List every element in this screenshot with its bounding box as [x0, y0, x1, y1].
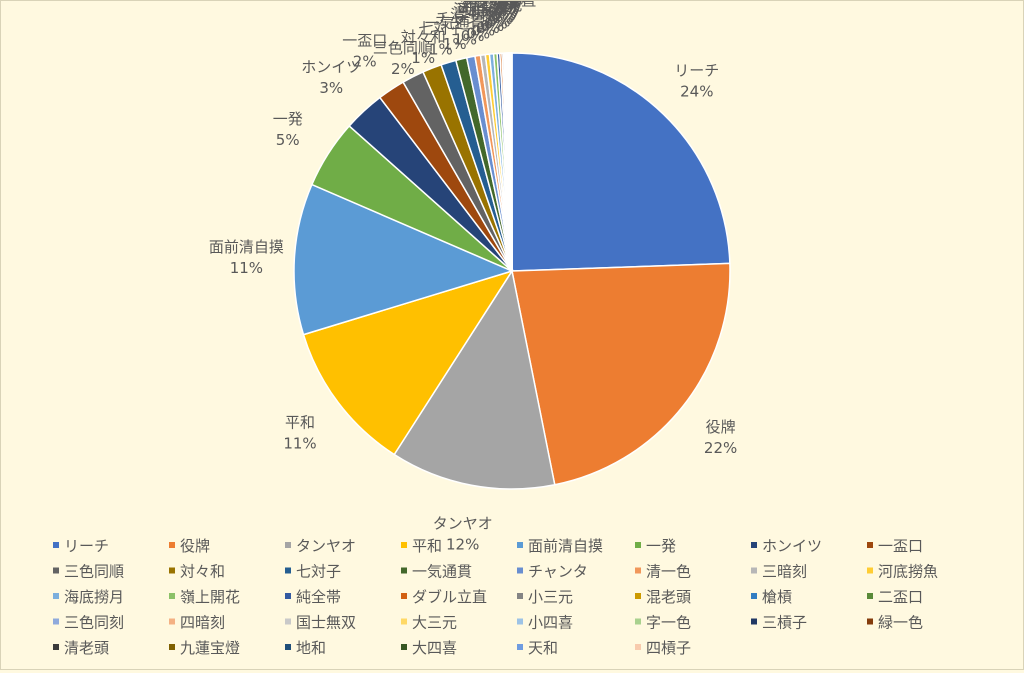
legend-swatch [53, 644, 59, 650]
data-label-category: 平和 [285, 414, 315, 432]
legend-swatch [53, 619, 59, 625]
legend-label: 嶺上開花 [180, 588, 240, 606]
legend-swatch [867, 593, 873, 599]
legend-label: 三槓子 [762, 614, 807, 632]
legend-swatch [635, 644, 641, 650]
legend-swatch [169, 542, 175, 548]
legend-swatch [169, 568, 175, 574]
legend-swatch [751, 593, 757, 599]
legend-swatch [517, 593, 523, 599]
legend-swatch [169, 593, 175, 599]
legend-swatch [53, 593, 59, 599]
legend-label: 三暗刻 [762, 563, 807, 581]
data-label-percent: 24% [680, 83, 713, 101]
data-label-category: 面前清自摸 [209, 238, 284, 256]
data-label-percent: 22% [704, 439, 737, 457]
legend-label: 一盃口 [878, 537, 923, 555]
legend-swatch [285, 593, 291, 599]
legend-swatch [401, 593, 407, 599]
data-label-percent: 0% [499, 1, 523, 2]
legend-swatch [635, 568, 641, 574]
legend-swatch [635, 593, 641, 599]
legend-swatch [635, 542, 641, 548]
legend-swatch [751, 619, 757, 625]
legend-label: 海底撈月 [64, 588, 124, 606]
legend-label: 清老頭 [64, 639, 109, 657]
legend-label: 清一色 [646, 563, 691, 581]
data-label-percent: 3% [319, 79, 343, 97]
legend-swatch [401, 619, 407, 625]
legend-label: 一発 [646, 537, 676, 555]
legend-label: 天和 [528, 639, 558, 657]
legend-swatch [169, 644, 175, 650]
legend-label: ホンイツ [762, 537, 822, 555]
legend-swatch [285, 542, 291, 548]
legend-label: 河底撈魚 [878, 563, 938, 581]
legend-label: 七対子 [296, 563, 341, 581]
legend-label: 三色同刻 [64, 614, 124, 632]
legend-swatch [53, 542, 59, 548]
legend-swatch [401, 568, 407, 574]
data-label-category: タンヤオ [433, 514, 493, 532]
legend-swatch [751, 568, 757, 574]
data-label-category: 役牌 [706, 418, 736, 436]
data-label-category: リーチ [674, 62, 719, 80]
legend-swatch [53, 568, 59, 574]
legend-label: 小三元 [528, 588, 573, 606]
legend-swatch [867, 568, 873, 574]
legend-label: 国士無双 [296, 614, 356, 632]
legend-label: ダブル立直 [412, 588, 487, 606]
legend-swatch [517, 644, 523, 650]
legend-label: 緑一色 [878, 614, 923, 632]
legend-label: 小四喜 [528, 614, 573, 632]
legend-swatch [867, 619, 873, 625]
legend-label: 純全帯 [296, 588, 341, 606]
legend-swatch [401, 542, 407, 548]
legend-label: 一気通貫 [412, 563, 472, 581]
legend-swatch [169, 619, 175, 625]
legend-label: 平和 [412, 537, 442, 555]
data-label-category: 一発 [273, 110, 303, 128]
legend-label: 大三元 [412, 614, 457, 632]
legend-swatch [285, 644, 291, 650]
legend-label: 槍槓 [762, 588, 792, 606]
legend-label: 字一色 [646, 614, 691, 632]
legend-swatch [517, 568, 523, 574]
legend-label: 四槓子 [646, 639, 691, 657]
legend-label: 九蓮宝燈 [180, 639, 240, 657]
pie-slices [294, 53, 730, 489]
legend-label: タンヤオ [296, 537, 356, 555]
legend-swatch [285, 568, 291, 574]
legend-swatch [401, 644, 407, 650]
legend-swatch [285, 619, 291, 625]
legend-label: 役牌 [180, 537, 210, 555]
legend-label: 地和 [296, 639, 326, 657]
legend-label: 面前清自摸 [528, 537, 603, 555]
legend-swatch [517, 619, 523, 625]
legend-label: 四暗刻 [180, 614, 225, 632]
legend-swatch [517, 542, 523, 548]
legend-label: 二盃口 [878, 588, 923, 606]
legend-swatch [867, 542, 873, 548]
data-label-percent: 12% [446, 535, 479, 553]
legend-label: 三色同順 [64, 563, 124, 581]
data-label-percent: 11% [283, 435, 316, 453]
legend-label: リーチ [64, 537, 109, 555]
legend-label: 混老頭 [646, 588, 691, 606]
legend-swatch [751, 542, 757, 548]
legend-swatch [635, 619, 641, 625]
data-label-percent: 5% [276, 131, 300, 149]
legend-label: チャンタ [528, 563, 588, 581]
legend-label: 大四喜 [412, 639, 457, 657]
legend-label: 対々和 [180, 563, 225, 581]
data-label-percent: 11% [230, 259, 263, 277]
